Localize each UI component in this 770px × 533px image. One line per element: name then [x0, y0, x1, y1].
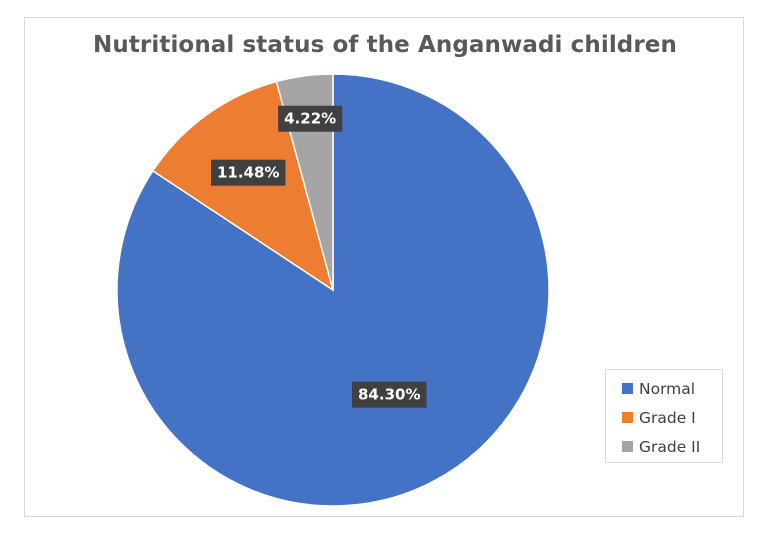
pie-data-labels: 84.30% 11.48% 4.22%: [210, 105, 427, 408]
data-label-grade-i: 11.48%: [210, 159, 286, 186]
legend-swatch-grade-ii: [622, 441, 633, 452]
data-label-text-grade-ii: 4.22%: [284, 110, 336, 128]
pie-slices: [116, 73, 550, 507]
legend-swatch-normal: [622, 383, 633, 394]
data-label-box-normal: [352, 381, 427, 408]
legend-item-grade-ii: Grade II: [622, 432, 722, 461]
data-label-box-grade-ii: [278, 105, 343, 132]
data-label-grade-ii: 4.22%: [278, 105, 343, 132]
legend-item-grade-i: Grade I: [622, 403, 722, 432]
data-label-text-grade-i: 11.48%: [217, 164, 279, 182]
data-label-box-grade-i: [210, 159, 286, 186]
chart-title: Nutritional status of the Anganwadi chil…: [93, 32, 677, 58]
legend-label-grade-ii: Grade II: [639, 437, 701, 456]
legend: Normal Grade I Grade II: [605, 369, 723, 463]
legend-label-grade-i: Grade I: [639, 408, 696, 427]
data-label-normal: 84.30%: [352, 381, 427, 408]
legend-item-normal: Normal: [622, 374, 722, 403]
legend-swatch-grade-i: [622, 412, 633, 423]
pie-slice-grade-i: [151, 80, 335, 292]
data-label-text-normal: 84.30%: [358, 386, 420, 404]
legend-label-normal: Normal: [639, 379, 696, 398]
